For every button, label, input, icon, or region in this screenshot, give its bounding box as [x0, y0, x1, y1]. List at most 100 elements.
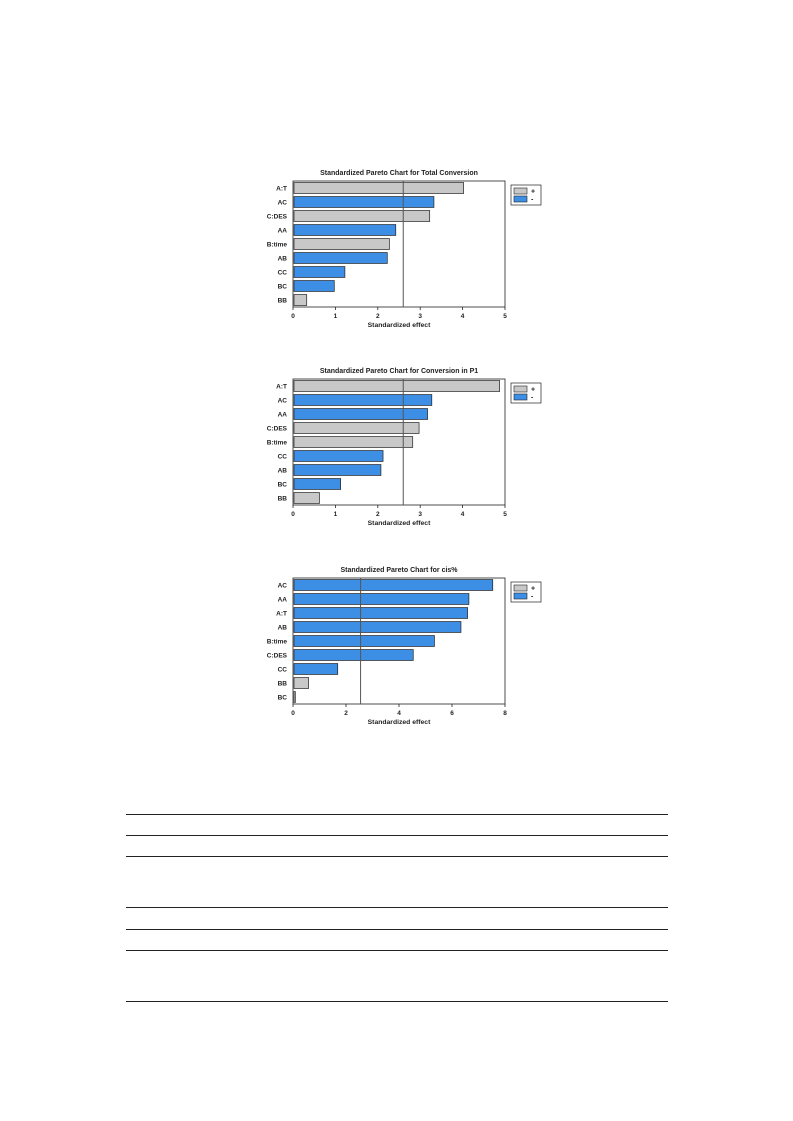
pareto-chart-conversion-p1: Standardized Pareto Chart for Conversion…: [255, 363, 555, 533]
legend-label: -: [531, 395, 534, 402]
bar: [293, 294, 308, 306]
legend-label: +: [531, 387, 535, 394]
bar: [293, 635, 435, 647]
table-rule-3: [126, 856, 668, 857]
bar: [293, 663, 339, 675]
category-label: AB: [278, 256, 288, 263]
bar: [293, 196, 435, 208]
category-label: CC: [278, 270, 288, 277]
x-tick-label: 4: [397, 710, 401, 717]
bar: [293, 182, 464, 194]
x-tick-label: 8: [503, 710, 507, 717]
bar: [293, 422, 420, 434]
legend-swatch: [513, 385, 528, 393]
category-label: AA: [278, 228, 288, 235]
legend-swatch: [513, 592, 528, 600]
chart-title: Standardized Pareto Chart for Conversion…: [320, 368, 478, 375]
bar: [293, 408, 428, 420]
legend-label: +: [531, 586, 535, 593]
category-label: A:T: [276, 611, 287, 618]
x-tick-label: 2: [344, 710, 348, 717]
legend-label: -: [531, 594, 534, 601]
chart-svg: Standardized Pareto Chart for Conversion…: [267, 368, 542, 527]
x-axis-label: Standardized effect: [368, 322, 431, 329]
legend-swatch: [513, 584, 528, 592]
bar: [293, 677, 309, 689]
category-label: BB: [278, 681, 288, 688]
x-tick-label: 0: [291, 710, 295, 717]
bar: [293, 478, 341, 490]
table-rule-4: [126, 907, 668, 908]
chart-svg: Standardized Pareto Chart for cis% AC AA A:…: [267, 567, 542, 726]
x-tick-label: 5: [503, 313, 507, 320]
plot-frame: [292, 180, 506, 308]
x-tick-label: 2: [376, 313, 380, 320]
bar: [293, 436, 414, 448]
x-tick-label: 1: [334, 313, 338, 320]
category-label: AC: [278, 200, 288, 207]
category-label: CC: [278, 667, 288, 674]
pareto-chart-total-conversion: Standardized Pareto Chart for Total Conv…: [255, 165, 555, 335]
category-label: BC: [278, 482, 288, 489]
plot-frame: [292, 378, 506, 506]
category-label: B:time: [267, 242, 288, 249]
table-rule-2: [126, 835, 668, 836]
category-label: BC: [278, 695, 288, 702]
category-label: AB: [278, 468, 288, 475]
chart-svg: Standardized Pareto Chart for Total Conv…: [267, 170, 542, 329]
category-label: AC: [278, 583, 288, 590]
bar: [293, 394, 433, 406]
x-tick-label: 3: [418, 511, 422, 518]
bar: [293, 691, 296, 703]
x-tick-label: 4: [461, 313, 465, 320]
category-label: CC: [278, 454, 288, 461]
category-label: C:DES: [267, 426, 288, 433]
x-tick-label: 4: [461, 511, 465, 518]
bar: [293, 252, 388, 264]
category-label: AB: [278, 625, 288, 632]
bar: [293, 579, 494, 591]
table-rule-1: [126, 814, 668, 815]
legend-label: -: [531, 197, 534, 204]
x-tick-label: 6: [450, 710, 454, 717]
bar: [293, 492, 320, 504]
bar: [293, 621, 462, 633]
bar: [293, 380, 500, 392]
bar: [293, 649, 414, 661]
chart-title: Standardized Pareto Chart for cis%: [340, 567, 458, 574]
x-tick-label: 2: [376, 511, 380, 518]
category-label: AA: [278, 597, 288, 604]
pareto-chart-cis: Standardized Pareto Chart for cis% AC AA A:…: [255, 562, 555, 732]
legend-swatch: [513, 393, 528, 401]
x-tick-label: 3: [418, 313, 422, 320]
category-label: A:T: [276, 186, 287, 193]
legend-swatch: [513, 187, 528, 195]
bar: [293, 266, 346, 278]
table-rule-5: [126, 929, 668, 930]
category-label: C:DES: [267, 653, 288, 660]
bar: [293, 280, 335, 292]
category-label: B:time: [267, 440, 288, 447]
category-label: A:T: [276, 384, 287, 391]
table-rule-7: [126, 1001, 668, 1002]
x-tick-label: 0: [291, 511, 295, 518]
x-tick-label: 5: [503, 511, 507, 518]
category-label: AC: [278, 398, 288, 405]
category-label: B:time: [267, 639, 288, 646]
x-axis-label: Standardized effect: [368, 520, 431, 527]
x-tick-label: 1: [334, 511, 338, 518]
x-axis-label: Standardized effect: [368, 719, 431, 726]
table-rule-6: [126, 950, 668, 951]
bar: [293, 607, 468, 619]
legend-label: +: [531, 189, 535, 196]
category-label: BB: [278, 298, 288, 305]
bar: [293, 210, 431, 222]
chart-title: Standardized Pareto Chart for Total Conv…: [320, 170, 478, 177]
bar: [293, 450, 384, 462]
category-label: AA: [278, 412, 288, 419]
category-label: C:DES: [267, 214, 288, 221]
bar: [293, 593, 470, 605]
category-label: BC: [278, 284, 288, 291]
legend-swatch: [513, 195, 528, 203]
x-tick-label: 0: [291, 313, 295, 320]
